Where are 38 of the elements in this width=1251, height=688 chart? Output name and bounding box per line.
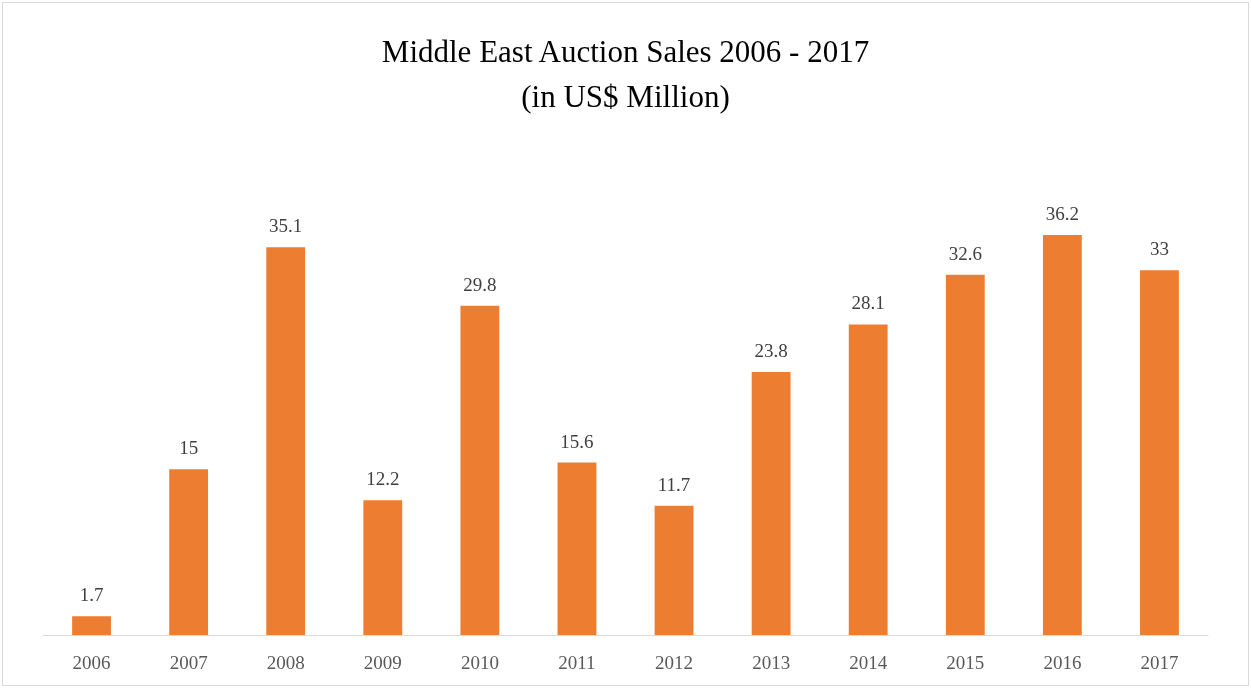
data-label: 11.7	[657, 473, 691, 495]
data-label: 36.2	[1045, 202, 1079, 224]
data-label: 12.2	[366, 468, 400, 490]
x-tick-label: 2012	[655, 652, 694, 673]
bar	[848, 324, 888, 635]
x-tick-label: 2015	[946, 652, 985, 673]
data-label: 32.6	[948, 242, 982, 264]
data-label: 15.6	[560, 430, 594, 452]
chart-title: Middle East Auction Sales 2006 - 2017	[381, 34, 870, 69]
x-tick-label: 2017	[1140, 652, 1179, 673]
bar	[72, 616, 111, 635]
data-label: 15	[179, 437, 199, 459]
x-tick-label: 2013	[752, 652, 791, 673]
bar	[945, 274, 985, 635]
chart-subtitle: (in US$ Million)	[521, 79, 730, 114]
bar	[654, 505, 694, 635]
bar	[1042, 234, 1082, 635]
data-label: 23.8	[754, 340, 788, 362]
x-tick-label: 2009	[363, 652, 402, 673]
bar	[363, 500, 403, 635]
x-tick-label: 2006	[72, 652, 111, 673]
x-tick-label: 2007	[169, 652, 208, 673]
x-tick-label: 2010	[460, 652, 499, 673]
bar	[460, 305, 500, 635]
bar	[1140, 270, 1179, 635]
data-label: 33	[1149, 238, 1169, 260]
data-label: 29.8	[463, 273, 497, 295]
bar	[751, 372, 791, 635]
x-tick-label: 2016	[1043, 652, 1082, 673]
x-tick-label: 2011	[558, 652, 596, 673]
data-label: 28.1	[851, 292, 885, 314]
data-label: 1.7	[79, 584, 104, 606]
x-tick-label: 2008	[266, 652, 305, 673]
bar	[169, 469, 209, 635]
data-label: 35.1	[269, 215, 303, 237]
x-tick-label: 2014	[849, 652, 888, 673]
bar	[266, 247, 306, 635]
bar	[557, 462, 597, 635]
